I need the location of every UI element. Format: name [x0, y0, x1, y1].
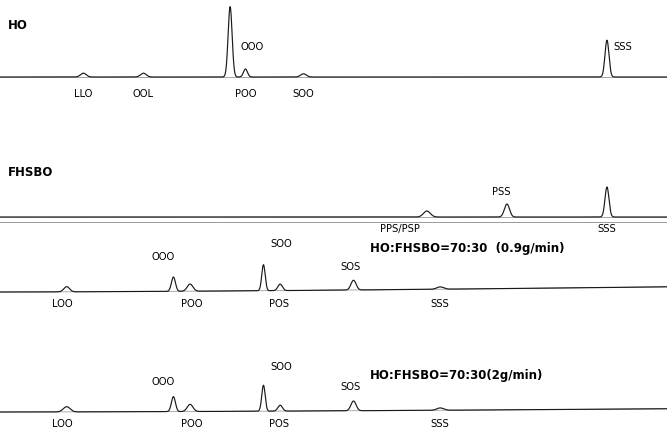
Text: SOS: SOS — [341, 382, 361, 392]
Text: SOO: SOO — [270, 362, 292, 372]
Text: OOL: OOL — [133, 89, 154, 99]
Text: SSS: SSS — [431, 299, 450, 309]
Text: SSS: SSS — [614, 42, 632, 52]
Text: OOO: OOO — [152, 377, 175, 387]
Text: SOO: SOO — [270, 239, 292, 249]
Text: POO: POO — [181, 419, 203, 429]
Text: OOO: OOO — [152, 252, 175, 262]
Text: POO: POO — [181, 299, 203, 309]
Text: HO:FHSBO=70:30  (0.9g/min): HO:FHSBO=70:30 (0.9g/min) — [370, 242, 564, 255]
Text: HO: HO — [8, 19, 28, 32]
Text: POS: POS — [269, 419, 289, 429]
Text: POO: POO — [235, 89, 256, 99]
Text: PPS/PSP: PPS/PSP — [380, 224, 420, 234]
Text: SOO: SOO — [293, 89, 314, 99]
Text: OOO: OOO — [240, 42, 263, 52]
Text: PSS: PSS — [492, 187, 511, 197]
Text: LLO: LLO — [74, 89, 93, 99]
Text: SSS: SSS — [598, 224, 616, 234]
Text: FHSBO: FHSBO — [8, 166, 53, 179]
Text: SOS: SOS — [341, 262, 361, 272]
Text: LOO: LOO — [52, 419, 72, 429]
Text: HO:FHSBO=70:30(2g/min): HO:FHSBO=70:30(2g/min) — [370, 369, 544, 382]
Text: POS: POS — [269, 299, 289, 309]
Text: LOO: LOO — [52, 299, 72, 309]
Text: SSS: SSS — [431, 419, 450, 429]
